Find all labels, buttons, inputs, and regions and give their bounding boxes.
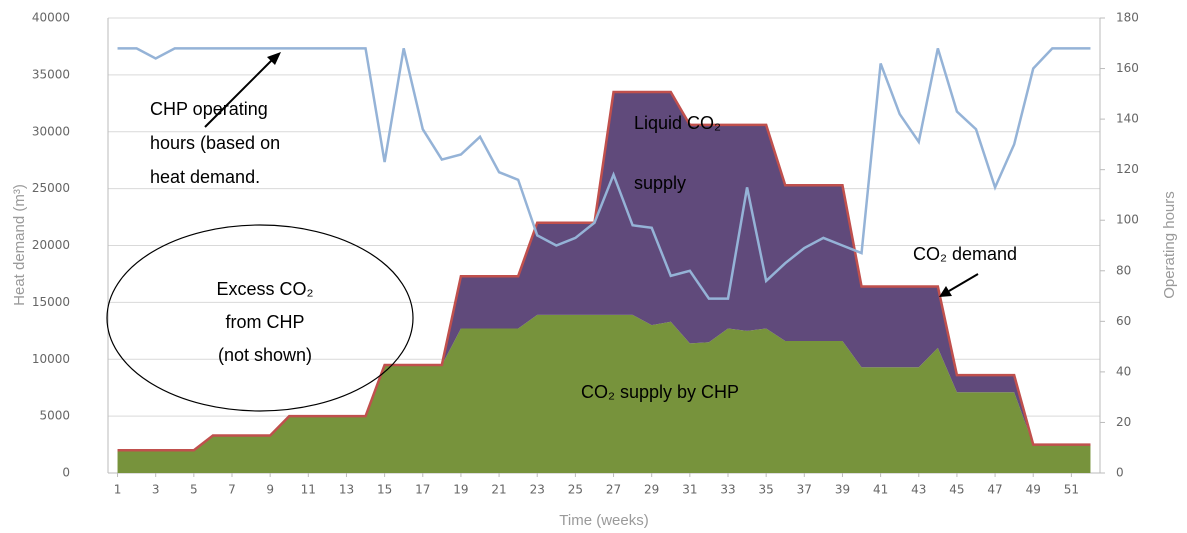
arrow <box>204 59 273 128</box>
x-tick-label: 43 <box>911 483 926 497</box>
y2-tick-label: 160 <box>1116 61 1139 75</box>
x-tick-label: 21 <box>491 483 506 497</box>
x-tick-label: 7 <box>228 483 236 497</box>
x-tick-label: 33 <box>720 483 735 497</box>
x-tick-label: 29 <box>644 483 659 497</box>
annotations: CHP operating hours (based on heat deman… <box>106 52 1017 412</box>
y-tick-label: 30000 <box>32 124 70 138</box>
x-tick-label: 49 <box>1026 483 1041 497</box>
annotation: from CHP <box>225 312 304 332</box>
y-tick-label: 20000 <box>32 238 70 252</box>
x-tick-label: 37 <box>797 483 812 497</box>
annotation: CO₂ demand <box>913 244 1017 264</box>
annotation: Liquid CO₂ <box>634 113 721 133</box>
x-tick-label: 17 <box>415 483 430 497</box>
y-tick-label: 15000 <box>32 295 70 309</box>
x-tick-label: 19 <box>453 483 468 497</box>
x-tick-label: 39 <box>835 483 850 497</box>
x-tick-label: 3 <box>152 483 160 497</box>
x-tick-label: 51 <box>1064 483 1079 497</box>
y-tick-label: 40000 <box>32 11 70 25</box>
arrow-head <box>267 52 281 65</box>
demand-outline <box>117 90 1091 452</box>
area <box>117 91 1091 451</box>
y2-tick-label: 20 <box>1116 415 1131 429</box>
y-tick-label: 0 <box>62 466 70 480</box>
y2-tick-label: 100 <box>1116 213 1139 227</box>
y2-axis-title: Operating hours <box>1161 191 1178 299</box>
areas <box>117 90 1091 473</box>
y2-tick-label: 0 <box>1116 466 1124 480</box>
y2-tick-label: 80 <box>1116 263 1131 277</box>
x-tick-label: 35 <box>759 483 774 497</box>
y-tick-label: 25000 <box>32 181 70 195</box>
x-tick-label: 45 <box>949 483 964 497</box>
annotation: hours (based on <box>150 133 280 153</box>
line <box>117 47 1091 300</box>
x-tick-label: 1 <box>114 483 122 497</box>
x-tick-label: 23 <box>530 483 545 497</box>
annotation: heat demand. <box>150 167 260 187</box>
x-tick-label: 15 <box>377 483 392 497</box>
ellipse <box>106 224 414 412</box>
plot: 0 5000 10000 15000 20000 25000 30000 35000 40000… <box>32 11 1139 497</box>
y2-tick-label: 40 <box>1116 364 1131 378</box>
annotation: CHP operating <box>150 99 268 119</box>
y2-tick-label: 140 <box>1116 112 1139 126</box>
y-tick-label: 10000 <box>32 352 70 366</box>
y-tick-label: 5000 <box>39 409 70 423</box>
annotation: supply <box>634 173 686 193</box>
x-axis-title: Time (weeks) <box>559 512 648 529</box>
y-tick-label: 35000 <box>32 67 70 81</box>
x-tick-label: 31 <box>682 483 697 497</box>
x-tick-label: 41 <box>873 483 888 497</box>
annotation: (not shown) <box>218 345 312 365</box>
x-tick-label: 11 <box>301 483 316 497</box>
annotation: CO₂ supply by CHP <box>581 382 739 402</box>
y-axis-title: Heat demand (m³) <box>11 184 28 306</box>
arrow-head <box>939 286 952 297</box>
x-tick-label: 5 <box>190 483 198 497</box>
x-tick-label: 25 <box>568 483 583 497</box>
x-tick-label: 27 <box>606 483 621 497</box>
y2-tick-label: 120 <box>1116 162 1139 176</box>
y2-tick-label: 180 <box>1116 11 1139 25</box>
x-tick-label: 9 <box>266 483 274 497</box>
annotation: Excess CO₂ <box>216 279 313 299</box>
x-tick-label: 47 <box>987 483 1002 497</box>
y2-tick-label: 60 <box>1116 314 1131 328</box>
arrow <box>948 273 979 292</box>
x-tick-label: 13 <box>339 483 354 497</box>
area <box>117 314 1091 473</box>
